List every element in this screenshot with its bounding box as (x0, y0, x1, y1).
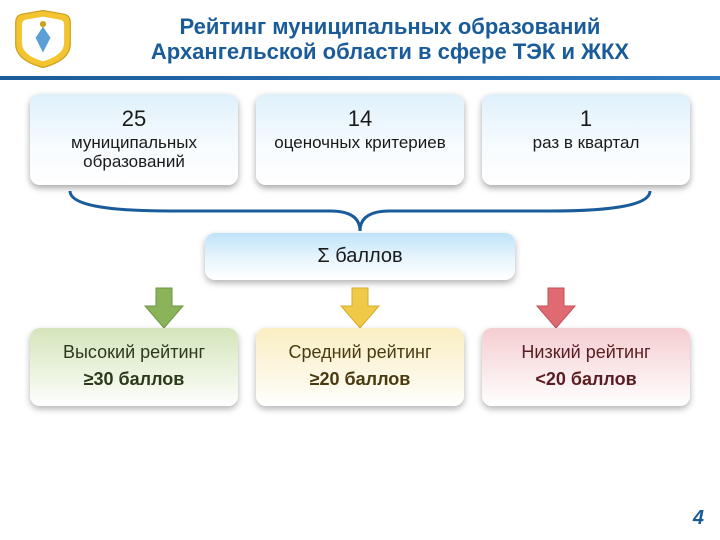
header-divider (0, 76, 720, 80)
arrow-row (0, 284, 720, 330)
stat-card-municipalities: 25 муниципальных образований (30, 94, 238, 185)
rating-card-low: Низкий рейтинг <20 баллов (482, 328, 690, 406)
rating-threshold: ≥20 баллов (264, 369, 456, 390)
sum-card: Σ баллов (205, 233, 515, 280)
stat-card-frequency: 1 раз в квартал (482, 94, 690, 185)
rating-row: Высокий рейтинг ≥30 баллов Средний рейти… (0, 328, 720, 406)
page-title: Рейтинг муниципальных образований Арханг… (84, 14, 696, 65)
stat-number: 1 (490, 106, 682, 132)
page-number: 4 (693, 507, 704, 530)
rating-threshold: <20 баллов (490, 369, 682, 390)
curly-brace-icon (0, 185, 720, 237)
stat-label: муниципальных образований (38, 134, 230, 171)
rating-card-high: Высокий рейтинг ≥30 баллов (30, 328, 238, 406)
title-line-1: Рейтинг муниципальных образований (180, 14, 601, 39)
arrow-down-red-icon (533, 284, 579, 330)
top-stat-row: 25 муниципальных образований 14 оценочны… (0, 94, 720, 185)
arrow-down-yellow-icon (337, 284, 383, 330)
rating-threshold: ≥30 баллов (38, 369, 230, 390)
stat-card-criteria: 14 оценочных критериев (256, 94, 464, 185)
rating-card-medium: Средний рейтинг ≥20 баллов (256, 328, 464, 406)
coat-of-arms-icon (12, 8, 74, 70)
sum-label: Σ баллов (317, 245, 402, 267)
header: Рейтинг муниципальных образований Арханг… (0, 0, 720, 74)
title-line-2: Архангельской области в сфере ТЭК и ЖКХ (151, 39, 629, 64)
stat-number: 25 (38, 106, 230, 132)
rating-title: Средний рейтинг (264, 342, 456, 363)
arrow-down-green-icon (141, 284, 187, 330)
rating-title: Низкий рейтинг (490, 342, 682, 363)
stat-label: раз в квартал (490, 134, 682, 153)
stat-number: 14 (264, 106, 456, 132)
rating-title: Высокий рейтинг (38, 342, 230, 363)
stat-label: оценочных критериев (264, 134, 456, 153)
